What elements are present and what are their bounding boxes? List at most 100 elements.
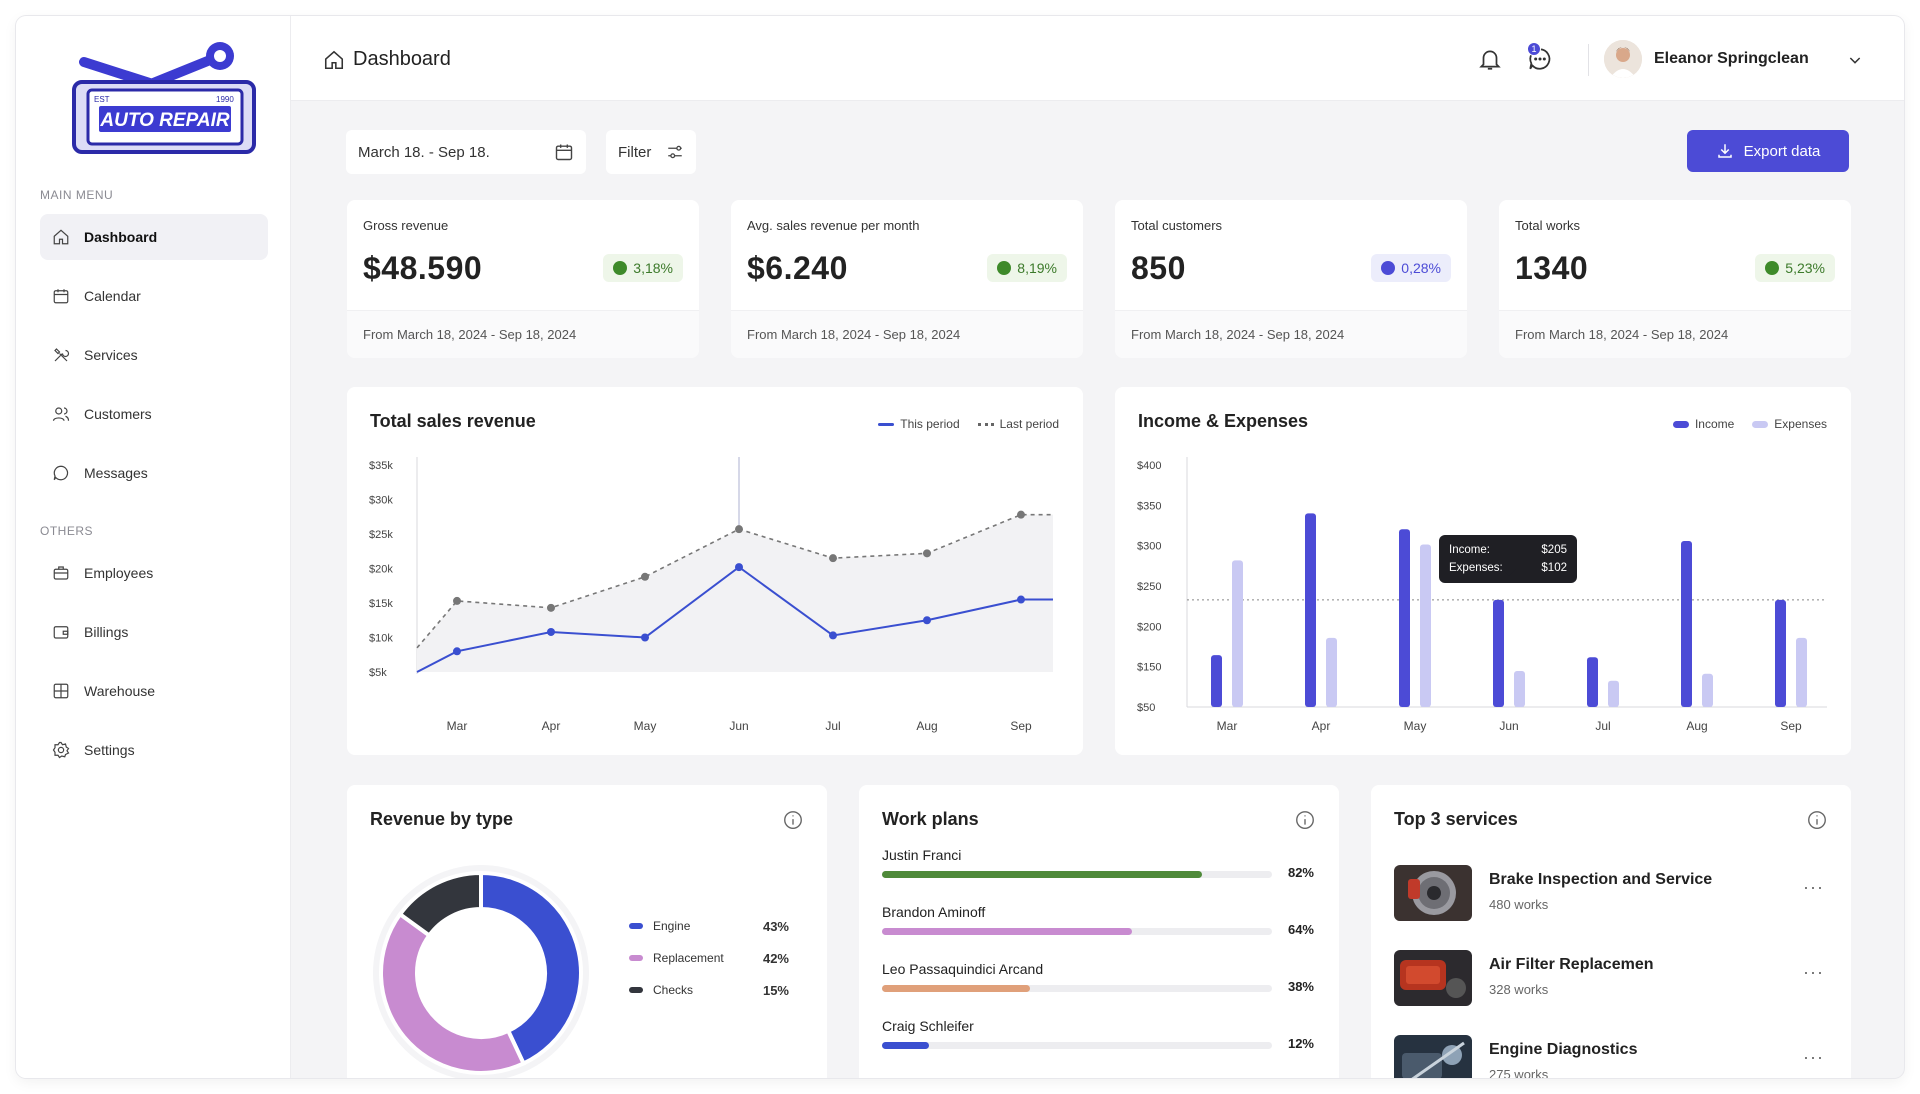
y-tick-label: $25k bbox=[369, 529, 393, 541]
bar-expenses[interactable] bbox=[1514, 671, 1525, 707]
more-options-icon[interactable]: ··· bbox=[1803, 962, 1824, 982]
info-icon[interactable] bbox=[1806, 809, 1828, 831]
sidebar-item-services[interactable]: Services bbox=[40, 332, 268, 378]
tooltip-arrow bbox=[1502, 569, 1516, 576]
point-last-period[interactable] bbox=[923, 549, 931, 558]
sidebar-item-dashboard[interactable]: Dashboard bbox=[40, 214, 268, 260]
service-name: Air Filter Replacemen bbox=[1489, 956, 1654, 973]
point-last-period[interactable] bbox=[1017, 510, 1025, 519]
bar-income[interactable] bbox=[1399, 529, 1410, 707]
avatar[interactable] bbox=[1604, 40, 1642, 78]
progress-percent: 12% bbox=[1287, 1036, 1314, 1051]
air-filter-image bbox=[1394, 950, 1472, 1006]
sidebar-item-billings[interactable]: Billings bbox=[40, 609, 268, 655]
service-item[interactable]: Engine Diagnostics 275 works ··· bbox=[1394, 1035, 1824, 1078]
legend-expenses[interactable]: Expenses bbox=[1752, 417, 1827, 431]
card-title: Top 3 services bbox=[1394, 809, 1518, 829]
sidebar-item-warehouse[interactable]: Warehouse bbox=[40, 668, 268, 714]
sidebar-item-employees[interactable]: Employees bbox=[40, 550, 268, 596]
legend-last-period[interactable]: Last period bbox=[977, 417, 1059, 431]
sidebar-item-customers[interactable]: Customers bbox=[40, 391, 268, 437]
y-tick-label: $350 bbox=[1137, 500, 1161, 512]
point-this-period[interactable] bbox=[923, 616, 931, 625]
export-data-button[interactable]: Export data bbox=[1687, 130, 1849, 172]
point-last-period[interactable] bbox=[453, 596, 461, 605]
date-range-picker[interactable]: March 18. - Sep 18. bbox=[346, 130, 586, 174]
donut-slice[interactable] bbox=[397, 870, 483, 939]
topbar-divider bbox=[1588, 44, 1589, 76]
service-works: 480 works bbox=[1489, 897, 1549, 912]
auto-repair-logo[interactable]: AUTO REPAIR EST 1990 bbox=[44, 34, 270, 184]
svg-text:EST: EST bbox=[94, 95, 110, 104]
kpi-card-total-works: Total works 1340 5,23% From March 18, 20… bbox=[1499, 200, 1851, 358]
bar-expenses[interactable] bbox=[1326, 637, 1337, 707]
income-expenses-card: Income & Expenses Income Expenses $400 $3… bbox=[1115, 387, 1851, 755]
point-this-period[interactable] bbox=[829, 631, 837, 640]
users-icon bbox=[52, 407, 70, 421]
bar-expenses[interactable] bbox=[1420, 544, 1431, 707]
point-this-period[interactable] bbox=[1017, 595, 1025, 604]
card-title: Revenue by type bbox=[370, 809, 514, 829]
legend-income[interactable]: Income bbox=[1672, 417, 1734, 431]
sidebar: AUTO REPAIR EST 1990 MAIN MENU Dashboard… bbox=[16, 16, 291, 1078]
more-options-icon[interactable]: ··· bbox=[1803, 877, 1824, 897]
donut-legend: Engine 43% Replacement 42% Checks 15% bbox=[629, 910, 789, 1006]
y-tick-label: $150 bbox=[1137, 662, 1161, 674]
point-last-period[interactable] bbox=[829, 554, 837, 563]
calendar-icon bbox=[53, 289, 69, 304]
point-last-period[interactable] bbox=[547, 603, 555, 612]
donut-slice[interactable] bbox=[379, 911, 527, 1075]
info-icon[interactable] bbox=[1294, 809, 1316, 831]
service-item[interactable]: Brake Inspection and Service 480 works ·… bbox=[1394, 865, 1824, 925]
sidebar-item-settings[interactable]: Settings bbox=[40, 727, 268, 773]
point-last-period[interactable] bbox=[735, 525, 743, 534]
bar-expenses[interactable] bbox=[1232, 560, 1243, 707]
service-item[interactable]: Air Filter Replacemen 328 works ··· bbox=[1394, 950, 1824, 1010]
kpi-footer: From March 18, 2024 - Sep 18, 2024 bbox=[347, 310, 699, 358]
legend-this-period[interactable]: This period bbox=[878, 417, 960, 431]
bar-income[interactable] bbox=[1587, 657, 1598, 707]
revenue-by-type-card: Revenue by type Engine 43% Replacement 42%… bbox=[347, 785, 827, 1078]
progress-fill bbox=[882, 985, 1031, 992]
bar-expenses[interactable] bbox=[1702, 673, 1713, 707]
bar-expenses[interactable] bbox=[1608, 680, 1619, 707]
employee-name: Craig Schleifer bbox=[882, 1018, 974, 1034]
grid-icon bbox=[53, 683, 69, 699]
y-tick-label: $250 bbox=[1137, 581, 1161, 593]
work-plan-row: Leo Passaquindici Arcand 38% bbox=[882, 961, 1314, 994]
bar-income[interactable] bbox=[1681, 541, 1692, 707]
bar-income[interactable] bbox=[1775, 599, 1786, 707]
kpi-footer: From March 18, 2024 - Sep 18, 2024 bbox=[731, 310, 1083, 358]
sidebar-item-messages[interactable]: Messages bbox=[40, 450, 268, 496]
sidebar-item-label: Billings bbox=[84, 624, 129, 640]
y-tick-label: $200 bbox=[1137, 621, 1161, 633]
point-this-period[interactable] bbox=[735, 563, 743, 572]
username[interactable]: Eleanor Springclean bbox=[1654, 50, 1809, 67]
point-this-period[interactable] bbox=[547, 627, 555, 636]
y-tick-label: $30k bbox=[369, 495, 393, 507]
kpi-change-badge: 5,23% bbox=[1755, 254, 1835, 282]
point-last-period[interactable] bbox=[641, 572, 649, 581]
x-tick-label: May bbox=[634, 719, 657, 733]
progress-fill bbox=[882, 871, 1202, 878]
bell-icon[interactable] bbox=[1477, 46, 1503, 72]
chart-legend: This period Last period bbox=[878, 417, 1059, 431]
x-tick-label: Apr bbox=[542, 719, 561, 733]
main-menu-heading: MAIN MENU bbox=[40, 188, 114, 202]
chevron-down-icon[interactable] bbox=[1847, 52, 1863, 68]
info-icon[interactable] bbox=[782, 809, 804, 831]
donut-slice[interactable] bbox=[479, 870, 583, 1067]
sidebar-item-calendar[interactable]: Calendar bbox=[40, 273, 268, 319]
sales-line-chart: $35k $30k $25k $20k $15k $10k $5k Mar Apr May Jun J… bbox=[369, 457, 1053, 733]
bar-income[interactable] bbox=[1211, 655, 1222, 707]
sidebar-item-label: Settings bbox=[84, 742, 135, 758]
more-options-icon[interactable]: ··· bbox=[1803, 1047, 1824, 1067]
filter-label: Filter bbox=[618, 143, 652, 161]
bar-expenses[interactable] bbox=[1796, 637, 1807, 707]
point-this-period[interactable] bbox=[641, 633, 649, 642]
filter-button[interactable]: Filter bbox=[606, 130, 696, 174]
bar-income[interactable] bbox=[1305, 513, 1316, 707]
point-this-period[interactable] bbox=[453, 647, 461, 656]
x-tick-label: Apr bbox=[1312, 719, 1331, 733]
bar-income[interactable] bbox=[1493, 599, 1504, 707]
